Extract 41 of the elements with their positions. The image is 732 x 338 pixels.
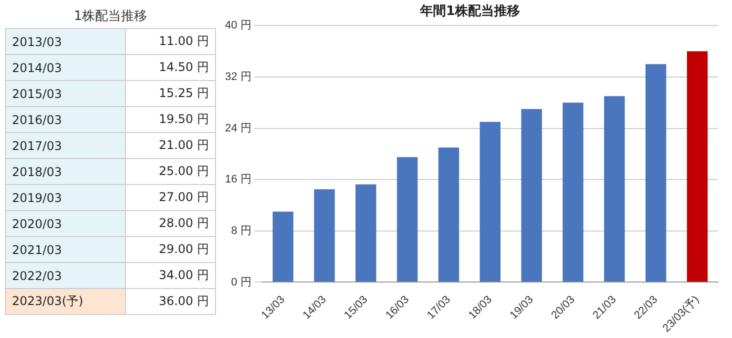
text: 2014/03: [6, 54, 126, 80]
y-tick-label: 32 円: [224, 70, 252, 83]
text: 28.00 円: [125, 210, 216, 236]
text: 2022/03: [6, 262, 126, 288]
text: 19.50 円: [125, 106, 216, 132]
text: 2019/03: [6, 184, 126, 210]
y-tick-label: 24 円: [224, 122, 252, 134]
text: 27.00 円: [125, 184, 216, 210]
y-tick-label: 0 円: [231, 276, 252, 288]
text: 21.00 円: [125, 132, 216, 158]
bar: [396, 157, 418, 282]
text: 2013/03: [6, 28, 126, 54]
text: 2017/03: [6, 132, 126, 158]
bar: [438, 148, 460, 282]
text: 25.00 円: [125, 158, 216, 184]
text: 11.00 円: [125, 28, 216, 54]
text: 2021/03: [6, 236, 126, 262]
text: 14.50 円: [125, 54, 216, 80]
y-tick-label: 16 円: [224, 174, 252, 186]
bar: [686, 51, 708, 282]
text: 2018/03: [6, 158, 126, 184]
text: 34.00 円: [125, 262, 216, 288]
y-tick-label: 40 円: [224, 20, 252, 32]
bar: [314, 189, 335, 282]
bar: [646, 64, 666, 282]
bar: [521, 109, 542, 282]
y-tick-label: 8 円: [231, 224, 252, 237]
bar: [480, 122, 501, 282]
text: 2016/03: [6, 106, 126, 132]
bar: [272, 212, 294, 282]
bar: [356, 184, 376, 282]
bar: [604, 96, 625, 282]
text: 2020/03: [6, 210, 126, 236]
text: 1株配当推移: [72, 8, 148, 26]
text: 36.00 円: [125, 288, 216, 314]
chart-title: 年間1株配当推移: [418, 4, 520, 20]
text: 2023/03(予): [6, 288, 126, 314]
bar: [562, 102, 584, 282]
text: 2015/03: [6, 80, 126, 106]
text: 29.00 円: [125, 236, 216, 262]
text: 15.25 円: [125, 80, 216, 106]
